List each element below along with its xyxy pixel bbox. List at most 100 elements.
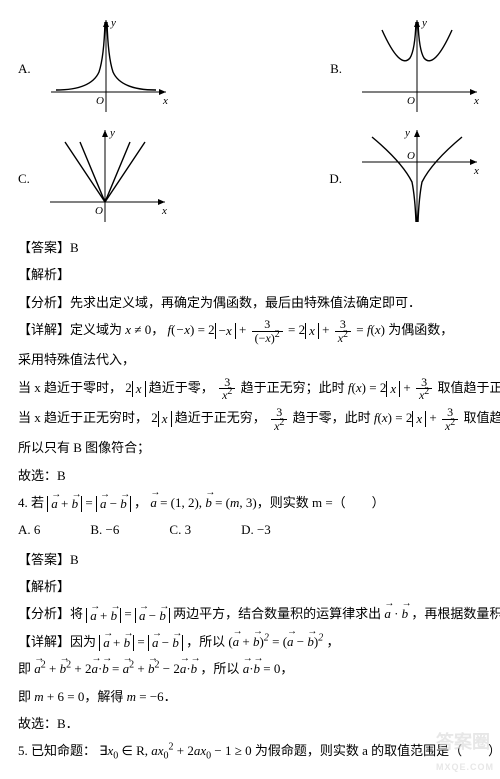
- math-expr: m + 6 = 0: [34, 689, 84, 704]
- text: ，: [134, 495, 147, 510]
- watermark-sub: MXQE.COM: [436, 759, 494, 775]
- q3-option-D: D. x y O: [329, 122, 482, 232]
- q4-option-D: D. −3: [241, 518, 271, 541]
- q4-option-A: A. 6: [18, 518, 40, 541]
- svg-text:x: x: [162, 95, 168, 107]
- math-expr: ∃x0 ∈ R, ax02 + 2ax0 − 1 ≥ 0: [99, 743, 251, 758]
- math-expr: 3x2: [271, 406, 287, 432]
- math-expr: f(x) = 2x + 3x2: [348, 380, 434, 395]
- q3-detail-5: 所以只有 B 图像符合；: [18, 436, 482, 459]
- text: 趋于正无穷；此时: [241, 380, 348, 395]
- svg-text:y: y: [421, 17, 427, 29]
- q3-option-C: C. x y O: [18, 122, 170, 232]
- watermark-main: 答案圈: [436, 732, 490, 752]
- math-expr: a + b = a − b: [99, 634, 186, 649]
- svg-text:O: O: [407, 95, 415, 107]
- math-expr: (a + b)2 = (a − b)2: [228, 634, 326, 649]
- text: 取值趋于正无穷；: [464, 410, 500, 425]
- text: 定义域为: [70, 322, 125, 337]
- q3-answer: 【答案】B: [18, 236, 482, 259]
- q4-jiexi-heading: 【解析】: [18, 575, 482, 598]
- math-expr: a·b = 0: [243, 661, 281, 676]
- label: 【分析】: [18, 295, 70, 310]
- math-expr: 3x2: [219, 376, 235, 402]
- math-expr: 2x: [151, 410, 171, 425]
- text: ，则实数 m =（ ）: [257, 495, 385, 510]
- q4-option-C: C. 3: [169, 518, 191, 541]
- q3-options-row-2: C. x y O D. x y O: [18, 122, 482, 232]
- q4-option-B: B. −6: [90, 518, 119, 541]
- q3-option-B: B. x y O: [330, 12, 482, 122]
- text: 先求出定义域，再确定为偶函数，最后由特殊值法确定即可．: [70, 295, 421, 310]
- math-expr: f(x) = 2x + 3x2: [374, 410, 460, 425]
- text: ，: [151, 322, 164, 337]
- text: 4. 若: [18, 495, 44, 510]
- label: 【详解】: [18, 322, 70, 337]
- math-expr: a · b: [384, 606, 408, 621]
- label: 【分析】: [18, 606, 70, 621]
- svg-text:x: x: [473, 165, 479, 177]
- q5-stem: 5. 已知命题： ∃x0 ∈ R, ax02 + 2ax0 − 1 ≥ 0 为假…: [18, 739, 482, 762]
- q4-options: A. 6 B. −6 C. 3 D. −3: [18, 518, 482, 541]
- text: 两边平方，结合数量积的运算律求出: [173, 606, 381, 621]
- q4-stem: 4. 若 a + b = a − b ， a = (1, 2), b = (m,…: [18, 491, 482, 514]
- text: ，再根据数量积的坐标公式即可得解．: [411, 606, 500, 621]
- q4-answer: 【答案】B: [18, 548, 482, 571]
- svg-text:x: x: [161, 205, 167, 217]
- graph-B-icon: x y O: [352, 12, 482, 122]
- q3-detail-1: 【详解】定义域为 x ≠ 0， f(−x) = 2−x + 3(−x)2 = 2…: [18, 318, 482, 344]
- q3-detail-3: 当 x 趋近于零时， 2x 趋近于零， 3x2 趋于正无穷；此时 f(x) = …: [18, 376, 482, 402]
- text: 因为: [70, 634, 96, 649]
- math-expr: m = −6: [127, 689, 164, 704]
- math-expr: a + b = a − b: [47, 495, 134, 510]
- text: 为偶函数，: [385, 322, 453, 337]
- q3-option-A: A. x y O: [18, 12, 171, 122]
- graph-D-icon: x y O: [352, 122, 482, 232]
- text: ，所以: [186, 634, 225, 649]
- graph-C-icon: x y O: [40, 122, 170, 232]
- q4-detail-1: 【详解】因为 a + b = a − b ，所以 (a + b)2 = (a −…: [18, 630, 482, 653]
- svg-text:O: O: [95, 205, 103, 217]
- text: 趋近于正无穷，: [175, 410, 266, 425]
- math-expr: a2 + b2 + 2a·b = a2 + b2 − 2a·b: [34, 661, 200, 676]
- svg-text:y: y: [404, 127, 410, 139]
- text: 当 x 趋近于正无穷时，: [18, 410, 148, 425]
- q4-detail-4: 故选：B．: [18, 712, 482, 735]
- q3-options-row-1: A. x y O B. x y O: [18, 12, 482, 122]
- math-expr: 2x: [125, 380, 145, 395]
- text: 将: [70, 606, 83, 621]
- option-label: B.: [330, 53, 342, 80]
- q3-detail-2: 采用特殊值法代入，: [18, 348, 482, 371]
- text: 即: [18, 689, 34, 704]
- text: ，: [280, 661, 293, 676]
- svg-text:y: y: [110, 17, 116, 29]
- option-label: C.: [18, 163, 30, 190]
- option-label: A.: [18, 53, 31, 80]
- text: ，解得: [84, 689, 126, 704]
- option-label: D.: [329, 163, 342, 190]
- svg-text:x: x: [473, 95, 479, 107]
- text: ．: [164, 689, 177, 704]
- text: 趋近于零，: [149, 380, 214, 395]
- q3-detail-6: 故选：B: [18, 464, 482, 487]
- q3-analysis: 【分析】先求出定义域，再确定为偶函数，最后由特殊值法确定即可．: [18, 291, 482, 314]
- math-expr: f(−x) = 2−x + 3(−x)2 = 2x + 3x2 = f(x): [167, 322, 385, 337]
- text: 当 x 趋近于零时，: [18, 380, 122, 395]
- q3-jiexi-heading: 【解析】: [18, 263, 482, 286]
- svg-text:O: O: [407, 150, 415, 162]
- q4-detail-2: 即 a2 + b2 + 2a·b = a2 + b2 − 2a·b ，所以 a·…: [18, 657, 482, 680]
- svg-text:O: O: [96, 95, 104, 107]
- text: 5. 已知命题：: [18, 743, 96, 758]
- text: ，所以: [200, 661, 242, 676]
- q3-detail-4: 当 x 趋近于正无穷时， 2x 趋近于正无穷， 3x2 趋于零，此时 f(x) …: [18, 406, 482, 432]
- text: 趋于零，此时: [293, 410, 374, 425]
- math-expr: a = (1, 2), b = (m, 3): [150, 495, 256, 510]
- svg-text:y: y: [109, 127, 115, 139]
- q4-detail-3: 即 m + 6 = 0，解得 m = −6．: [18, 685, 482, 708]
- math-expr: x ≠ 0: [125, 322, 151, 337]
- q4-analysis: 【分析】将 a + b = a − b 两边平方，结合数量积的运算律求出 a ·…: [18, 602, 482, 625]
- text: 即: [18, 661, 34, 676]
- watermark: 答案圈 MXQE.COM: [436, 726, 494, 775]
- text: 取值趋于正无穷；: [438, 380, 500, 395]
- math-expr: a + b = a − b: [86, 606, 173, 621]
